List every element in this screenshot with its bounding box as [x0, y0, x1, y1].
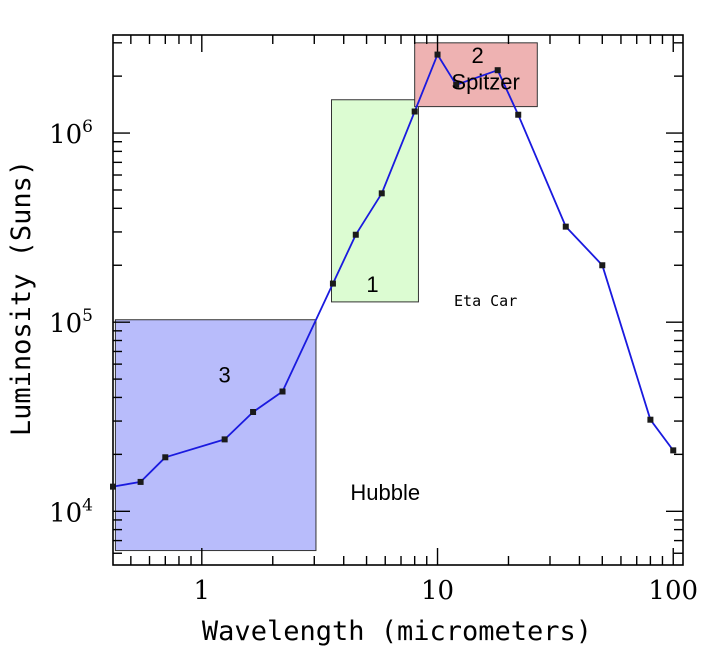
- data-point: [162, 454, 169, 461]
- series-line: [112, 53, 674, 488]
- data-point: [329, 280, 336, 287]
- data-point: [411, 108, 418, 115]
- x-tick-label: 10: [421, 576, 454, 606]
- y-tick-label: 105: [49, 306, 93, 339]
- regions-layer: [114, 42, 538, 552]
- data-point: [562, 223, 569, 230]
- data-point: [647, 416, 654, 423]
- data-point: [434, 51, 441, 58]
- data-point: [453, 81, 460, 88]
- plot-frame: [112, 34, 684, 566]
- y-tick-label: 106: [49, 117, 93, 150]
- data-point: [221, 436, 228, 443]
- data-point: [279, 388, 286, 395]
- data-point: [599, 262, 606, 269]
- labels-layer: 3 1 2 1 10 100 104 105 106 Spitzer Eta Car Hubble: [49, 43, 698, 606]
- data-point: [352, 231, 359, 238]
- region-2-label: 2: [472, 43, 484, 68]
- annotation-hubble: Hubble: [350, 480, 420, 505]
- annotation-spitzer: Spitzer: [451, 69, 519, 94]
- region-1-box: [331, 99, 419, 303]
- x-axis-title: Wavelength (micrometers): [202, 616, 592, 647]
- data-point: [110, 483, 116, 490]
- data-point: [378, 190, 385, 197]
- series-layer: [110, 51, 677, 490]
- y-axis-title: Luminosity (Suns): [6, 160, 37, 436]
- data-point: [137, 478, 144, 485]
- x-tick-label: 100: [648, 576, 698, 606]
- region-3-box: [114, 319, 317, 552]
- annotation-eta-car: Eta Car: [454, 292, 517, 310]
- region-3-label: 3: [219, 362, 231, 387]
- y-tick-label: 104: [49, 495, 93, 528]
- data-point: [250, 408, 257, 415]
- axis-ticks: [113, 35, 683, 565]
- plot-border: [112, 34, 684, 566]
- x-tick-label: 1: [194, 576, 211, 606]
- data-point: [494, 67, 501, 74]
- region-1-label: 1: [366, 272, 378, 297]
- data-point: [515, 111, 522, 118]
- data-point: [670, 447, 677, 454]
